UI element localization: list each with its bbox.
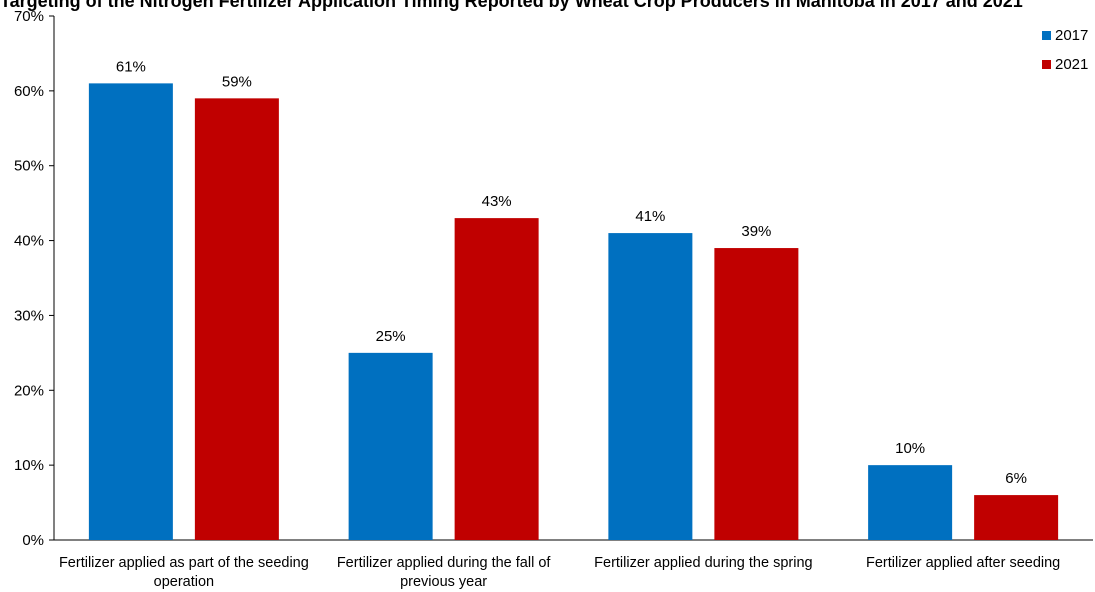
bar — [89, 83, 173, 540]
legend-swatch — [1042, 60, 1051, 69]
data-label: 59% — [222, 73, 252, 90]
bar — [974, 495, 1058, 540]
data-label: 61% — [116, 58, 146, 75]
x-tick-label: Fertilizer applied during the spring — [594, 555, 812, 571]
legend-label: 2017 — [1055, 27, 1088, 44]
y-tick-label: 20% — [14, 382, 44, 399]
data-label: 43% — [482, 193, 512, 210]
x-tick-label: Fertilizer applied as part of the seedin… — [59, 555, 309, 571]
y-tick-label: 40% — [14, 233, 44, 250]
y-tick-label: 50% — [14, 158, 44, 175]
bar — [349, 353, 433, 540]
data-label: 10% — [895, 440, 925, 457]
y-tick-label: 60% — [14, 83, 44, 100]
bar — [868, 465, 952, 540]
y-tick-label: 0% — [22, 532, 44, 549]
legend-swatch — [1042, 31, 1051, 40]
data-label: 6% — [1005, 470, 1027, 487]
y-tick-label: 70% — [14, 8, 44, 25]
y-tick-label: 10% — [14, 457, 44, 474]
data-label: 25% — [376, 328, 406, 345]
bar — [608, 233, 692, 540]
x-tick-label: Fertilizer applied during the fall of — [337, 555, 552, 571]
bar — [195, 98, 279, 540]
bar — [455, 218, 539, 540]
legend-label: 2021 — [1055, 56, 1088, 73]
x-tick-label: operation — [154, 574, 214, 590]
x-tick-label: previous year — [400, 574, 487, 590]
data-label: 41% — [635, 208, 665, 225]
bar — [714, 248, 798, 540]
x-tick-label: Fertilizer applied after seeding — [866, 555, 1060, 571]
data-label: 39% — [741, 223, 771, 240]
y-tick-label: 30% — [14, 307, 44, 324]
